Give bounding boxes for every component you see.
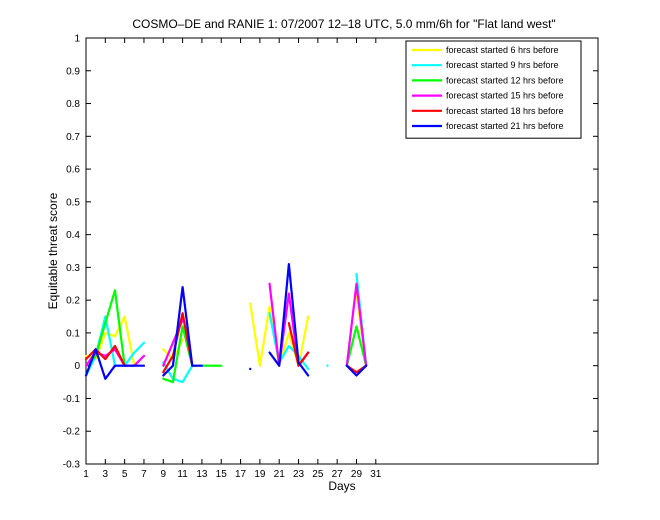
y-tick-label: 0.8 (66, 99, 80, 110)
x-tick-label: 27 (332, 469, 344, 480)
series-line (287, 321, 310, 367)
x-tick-label: 21 (274, 469, 286, 480)
legend-label: forecast started 21 hrs before (446, 121, 564, 131)
y-tick-label: 1 (74, 34, 80, 45)
series-line (268, 263, 310, 377)
series-line (345, 325, 368, 367)
x-tick-label: 23 (293, 469, 305, 480)
legend-label: forecast started 15 hrs before (446, 91, 564, 101)
legend-label: forecast started 9 hrs before (446, 60, 559, 70)
x-tick-label: 7 (141, 469, 147, 480)
series-line (345, 364, 368, 377)
x-tick-label: 5 (122, 469, 128, 480)
series-line (162, 285, 204, 377)
y-tick-label: 0.4 (66, 230, 80, 241)
x-tick-label: 3 (103, 469, 109, 480)
y-tick-label: -0.1 (63, 394, 81, 405)
y-tick-label: -0.2 (63, 427, 81, 438)
x-axis: 1 3 5 7 9 11 13 15 17 19 21 23 25 27 29 31 (83, 38, 382, 480)
x-tick-label: 11 (177, 469, 188, 480)
series-layer (84, 263, 368, 384)
y-axis-label: Equitable threat score (46, 192, 60, 309)
y-tick-label: 0.6 (66, 165, 80, 176)
legend-label: forecast started 12 hrs before (446, 75, 564, 85)
y-tick-label: 0 (74, 361, 80, 372)
legend-box (405, 40, 582, 139)
y-tick-label: -0.3 (63, 460, 81, 471)
series-6 (84, 263, 368, 380)
x-tick-label: 29 (351, 469, 363, 480)
y-tick-label: 0.7 (66, 132, 80, 143)
x-tick-label: 19 (254, 469, 266, 480)
chart-title: COSMO–DE and RANIE 1: 07/2007 12–18 UTC,… (132, 17, 555, 31)
legend-label: forecast started 6 hrs before (446, 45, 559, 55)
x-tick-label: 15 (216, 469, 228, 480)
series-line (345, 282, 368, 367)
x-tick-label: 17 (235, 469, 247, 480)
y-tick-label: 0.5 (66, 197, 80, 208)
legend-label: forecast started 18 hrs before (446, 106, 564, 116)
y-tick-label: 0.1 (66, 328, 80, 339)
series-line (84, 348, 146, 380)
legend: forecast started 6 hrs before forecast st… (405, 40, 582, 139)
x-tick-label: 9 (161, 469, 167, 480)
x-axis-label: Days (328, 479, 355, 493)
x-tick-label: 1 (83, 469, 89, 480)
y-tick-label: 0.9 (66, 66, 80, 77)
series-line (84, 344, 126, 367)
x-tick-label: 25 (312, 469, 324, 480)
y-tick-label: 0.3 (66, 263, 80, 274)
x-tick-label: 31 (370, 469, 382, 480)
y-axis: -0.3 -0.2 -0.1 0 0.1 0.2 0.3 0.4 0.5 0.6 0.7 0.8 0.9… (63, 34, 598, 471)
y-tick-label: 0.2 (66, 296, 80, 307)
x-tick-label: 13 (196, 469, 208, 480)
